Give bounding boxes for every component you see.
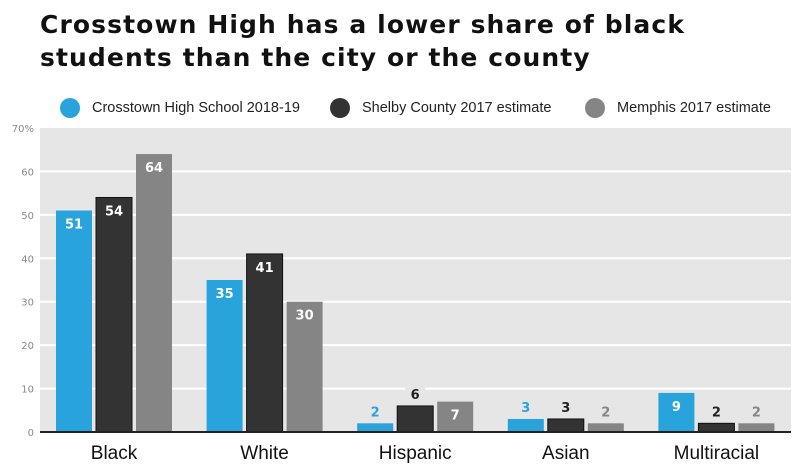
x-category-label: Asian xyxy=(542,443,590,464)
legend-item-crosstown: Crosstown High School 2018-19 xyxy=(60,96,300,120)
bar-black-series-2 xyxy=(136,154,172,433)
legend-item-shelby-county: Shelby County 2017 estimate xyxy=(330,96,551,120)
bar-white-series-0 xyxy=(206,280,243,432)
data-label-asian-series-0: 3 xyxy=(521,401,530,416)
y-tick-label: 10 xyxy=(21,385,34,396)
legend-swatch-shelby-county xyxy=(330,98,350,118)
data-label-white-series-2: 30 xyxy=(296,309,314,324)
y-tick-label: 0 xyxy=(28,428,34,439)
bar-hispanic-series-2 xyxy=(437,401,474,432)
x-category-label: Hispanic xyxy=(379,443,452,464)
data-label-background xyxy=(365,403,386,420)
data-label-background xyxy=(595,403,616,420)
bar-multiracial-series-0 xyxy=(658,392,695,432)
legend-label-crosstown: Crosstown High School 2018-19 xyxy=(92,100,300,116)
data-label-background xyxy=(405,385,426,402)
bar-hispanic-series-0 xyxy=(357,423,394,432)
data-label-white-series-1: 41 xyxy=(256,261,274,276)
bar-multiracial-series-2 xyxy=(738,423,775,432)
bar-white-series-1 xyxy=(246,253,284,433)
data-label-asian-series-1: 3 xyxy=(561,401,570,416)
data-label-background xyxy=(515,398,536,415)
bar-black-series-1 xyxy=(95,196,133,433)
data-label-asian-series-2: 2 xyxy=(601,405,610,420)
data-label-multiracial-series-1: 2 xyxy=(712,405,721,420)
data-label-background xyxy=(555,398,576,415)
data-label-background xyxy=(746,403,767,420)
legend-label-memphis: Memphis 2017 estimate xyxy=(617,100,771,116)
y-tick-label: 30 xyxy=(21,298,34,309)
bar-hispanic-series-1 xyxy=(396,405,434,433)
bar-asian-series-2 xyxy=(587,423,624,432)
y-tick-label: 50 xyxy=(21,211,34,222)
chart-title: Crosstown High has a lower share of blac… xyxy=(40,10,686,72)
y-tick-label: 20 xyxy=(21,341,34,352)
data-label-hispanic-series-1: 6 xyxy=(411,388,420,403)
x-category-label: White xyxy=(240,443,289,464)
data-label-black-series-1: 54 xyxy=(105,204,123,219)
x-category-label: Multiracial xyxy=(674,443,760,464)
y-tick-label: 40 xyxy=(21,254,34,265)
data-label-multiracial-series-2: 2 xyxy=(752,405,761,420)
legend-swatch-crosstown xyxy=(60,98,80,118)
bar-black-series-0 xyxy=(56,210,92,432)
bar-multiracial-series-1 xyxy=(697,422,735,433)
bar-asian-series-1 xyxy=(547,418,585,433)
data-label-multiracial-series-0: 9 xyxy=(672,400,681,415)
data-label-white-series-0: 35 xyxy=(216,287,234,302)
data-label-black-series-2: 64 xyxy=(145,161,163,176)
bar-white-series-2 xyxy=(286,301,323,432)
legend: Crosstown High School 2018-19 Shelby Cou… xyxy=(0,96,800,120)
y-tick-label: 60 xyxy=(21,167,34,178)
bar-asian-series-0 xyxy=(507,418,544,432)
legend-swatch-memphis xyxy=(585,98,605,118)
y-tick-label: 70% xyxy=(12,124,34,135)
legend-item-memphis: Memphis 2017 estimate xyxy=(585,96,771,120)
data-label-black-series-0: 51 xyxy=(65,218,83,233)
data-label-background xyxy=(706,403,727,420)
legend-label-shelby-county: Shelby County 2017 estimate xyxy=(362,100,552,116)
data-label-hispanic-series-2: 7 xyxy=(451,409,460,424)
data-label-hispanic-series-0: 2 xyxy=(371,405,380,420)
x-category-label: Black xyxy=(91,443,138,464)
